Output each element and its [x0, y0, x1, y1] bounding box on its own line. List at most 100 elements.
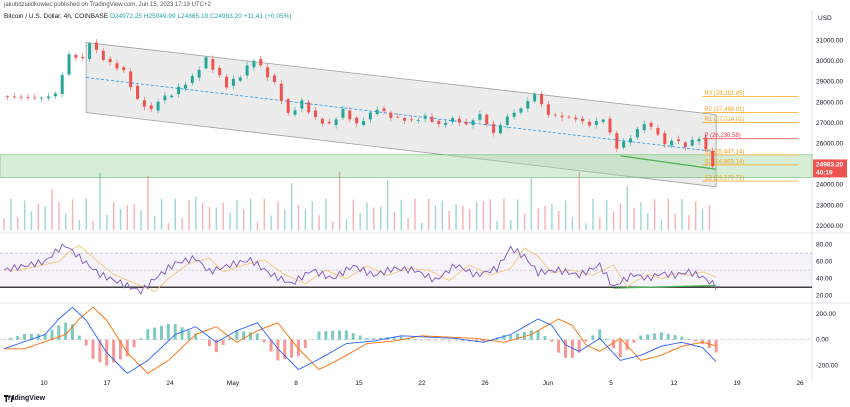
currency-label: USD: [818, 15, 832, 22]
candle-body: [361, 120, 365, 125]
macd-hist-bar: [646, 334, 650, 340]
macd-hist-bar: [173, 324, 177, 340]
candle-body: [40, 97, 44, 99]
candle-body: [368, 112, 372, 120]
pivot-label-6: S3 (24,179.71): [704, 175, 744, 181]
macd-hist-bar: [509, 335, 513, 340]
macd-hist-bar: [214, 339, 218, 353]
time-tick-label: 8: [294, 380, 298, 387]
publish-credit: jakubdzialdkowiec published on TradingVi…: [4, 2, 211, 8]
candle-body: [60, 75, 64, 95]
volume-bar: [558, 210, 560, 230]
candle-body: [122, 67, 126, 71]
candle-body: [74, 54, 78, 58]
symbol-legend: Bitcoin / U.S. Dollar, 4h, COINBASE O249…: [4, 13, 292, 20]
candle-body: [252, 60, 256, 68]
candle-body: [259, 59, 263, 66]
volume-bar: [215, 207, 218, 230]
macd-hist-bar: [372, 338, 376, 340]
pivot-label-3: P (26,230.58): [704, 133, 740, 139]
volume-bar: [92, 220, 94, 230]
volume-bar: [441, 200, 444, 230]
macd-hist-bar: [180, 327, 184, 340]
volume-bar: [208, 206, 211, 230]
volume-bar: [489, 199, 491, 230]
volume-bar: [667, 198, 670, 230]
tradingview-logo-icon: [4, 395, 14, 402]
candle-body: [396, 116, 400, 118]
candle-body: [574, 117, 578, 120]
time-tick-label: 15: [355, 380, 363, 387]
volume-bar: [366, 202, 368, 230]
macd-hist-bar: [187, 330, 191, 340]
candle-body: [67, 54, 71, 75]
candle-body: [129, 71, 133, 88]
volume-bar: [243, 209, 245, 230]
volume-bar: [462, 205, 464, 230]
candle-body: [670, 140, 674, 146]
candle-body: [711, 150, 715, 167]
candle-body: [245, 65, 249, 76]
time-tick-label: Jun: [543, 380, 554, 387]
macd-hist-bar: [516, 333, 520, 340]
volume-bar: [551, 203, 553, 230]
volume-bar: [304, 209, 307, 230]
macd-hist-bar: [9, 337, 13, 340]
volume-bar: [58, 202, 60, 230]
volume-bar: [516, 199, 519, 230]
candle-body: [238, 77, 242, 81]
candle-body: [546, 104, 550, 115]
macd-hist-bar: [694, 339, 698, 342]
last-price-value: 24983.20: [816, 161, 843, 168]
candle-body: [409, 119, 413, 121]
macd-hist-bar: [447, 339, 451, 341]
macd-hist-bar: [392, 336, 396, 340]
time-tick-label: 26: [796, 380, 804, 387]
candle-body: [594, 121, 598, 125]
price-tick-label: 28000.00: [816, 99, 843, 106]
time-tick-label: 5: [609, 380, 613, 387]
macd-hist-bar: [440, 339, 444, 341]
volume-bar: [523, 214, 526, 230]
candle-body: [656, 128, 660, 135]
candle-body: [136, 85, 140, 99]
macd-hist-bar: [563, 339, 567, 358]
volume-bar: [427, 198, 430, 230]
channel-midline: [86, 77, 717, 153]
volume-bar: [30, 211, 33, 230]
tradingview-brand[interactable]: TradingView: [4, 395, 45, 402]
macd-hist-bar: [557, 339, 561, 353]
macd-hist-bar: [454, 339, 458, 341]
support-zone: [0, 154, 813, 178]
volume-bar: [318, 215, 320, 230]
candle-body: [272, 75, 276, 82]
volume-bar: [455, 204, 457, 230]
candle-body: [533, 94, 537, 102]
volume-bar: [338, 171, 341, 230]
macd-hist-bar: [413, 339, 417, 340]
macd-hist-bar: [687, 339, 691, 340]
volume-bar: [229, 212, 231, 230]
volume-bar: [571, 216, 574, 230]
volume-bar: [585, 223, 587, 230]
candle-body: [683, 142, 687, 148]
time-tick-label: 22: [418, 380, 426, 387]
volume-bar: [154, 216, 156, 230]
macd-hist-bar: [680, 336, 684, 340]
macd-hist-bar: [235, 330, 239, 340]
macd-hist-bar: [365, 338, 369, 340]
volume-bar: [633, 207, 635, 230]
candle-body: [471, 120, 475, 125]
volume-bar: [653, 199, 656, 230]
volume-bar: [311, 201, 313, 230]
macd-hist-bar: [659, 332, 663, 340]
macd-hist-bar: [194, 333, 198, 340]
time-tick-label: 26: [481, 380, 489, 387]
volume-bar: [421, 223, 423, 230]
rsi-trendline: [613, 284, 717, 289]
volume-bar: [270, 215, 272, 230]
volume-bar: [599, 217, 601, 230]
volume-bar: [352, 199, 355, 230]
volume-bar: [147, 175, 149, 230]
